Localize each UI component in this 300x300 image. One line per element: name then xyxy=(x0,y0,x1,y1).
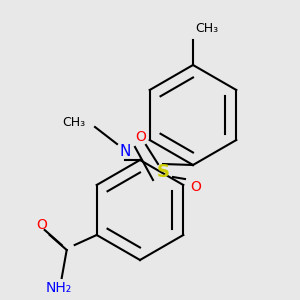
Text: O: O xyxy=(36,218,47,232)
Text: S: S xyxy=(157,163,169,181)
Text: NH₂: NH₂ xyxy=(46,281,72,295)
Text: O: O xyxy=(136,130,146,144)
Text: N: N xyxy=(119,145,131,160)
Text: CH₃: CH₃ xyxy=(195,22,218,35)
Text: O: O xyxy=(190,180,201,194)
Text: CH₃: CH₃ xyxy=(62,116,85,128)
